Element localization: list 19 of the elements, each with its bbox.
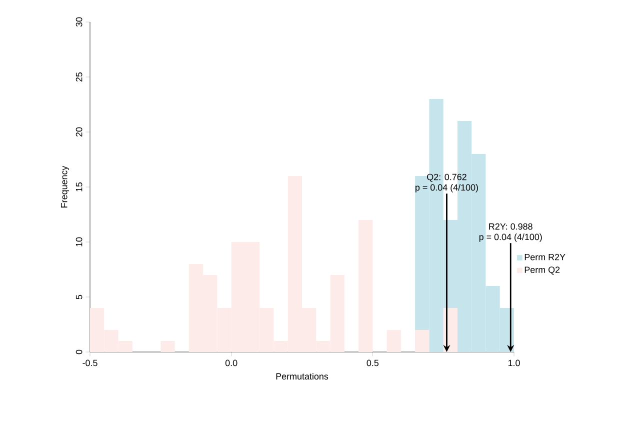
ref-line-label: R2Y: 0.988 [489, 223, 532, 230]
legend-label: Perm Q2 [524, 266, 560, 275]
y-tick-label: 5 [76, 294, 82, 300]
y-tick-label: 30 [76, 17, 82, 27]
x-tick-label: -0.5 [82, 360, 98, 366]
y-tick-label: 0 [76, 350, 82, 354]
annotation: p = 0.04 (4/100) [479, 234, 542, 242]
y-tick-label: 20 [76, 127, 82, 137]
ref-line-label: Q2: 0.762 [427, 174, 466, 182]
x-tick-label: 0.0 [225, 360, 238, 366]
x-tick-label: 0.5 [366, 360, 379, 366]
x-tick-label: 1.0 [508, 360, 520, 366]
y-tick-label: 10 [76, 237, 82, 246]
y-axis-title: Frequency [61, 166, 70, 208]
y-tick-label: 25 [76, 72, 82, 82]
y-tick-label: 15 [76, 182, 82, 192]
annotation: p = 0.04 (4/100) [416, 184, 478, 192]
x-axis-title: Permutations [276, 372, 328, 380]
legend-label: Perm R2Y [524, 254, 566, 260]
